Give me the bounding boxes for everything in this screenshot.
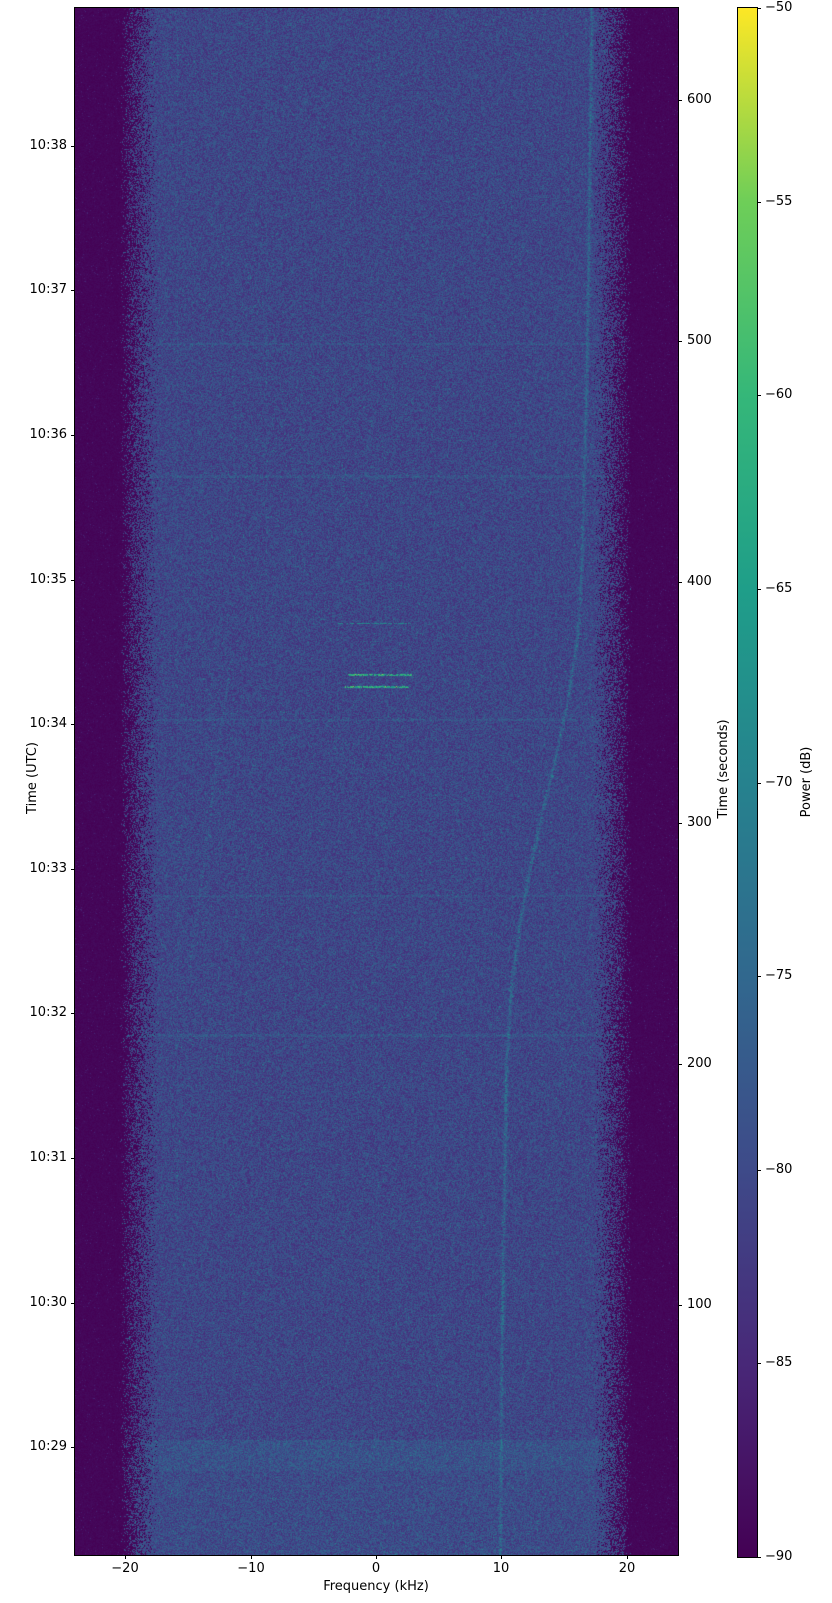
y-left-tick xyxy=(71,1158,75,1159)
x-tick-label: −20 xyxy=(111,1561,139,1576)
y-left-tick xyxy=(71,869,75,870)
y-left-tick-label: 10:35 xyxy=(29,572,67,587)
y-right-tick-label: 600 xyxy=(687,92,712,107)
x-tick xyxy=(251,1555,252,1559)
colorbar xyxy=(737,7,758,1558)
x-tick xyxy=(376,1555,377,1559)
y-left-tick-label: 10:34 xyxy=(29,716,67,731)
colorbar-tick-label: −90 xyxy=(765,1549,793,1564)
colorbar-tick xyxy=(757,783,761,784)
x-tick xyxy=(627,1555,628,1559)
colorbar-tick-label: −50 xyxy=(765,0,793,15)
colorbar-tick-label: −85 xyxy=(765,1355,793,1370)
y-right-tick xyxy=(678,823,682,824)
y-left-tick-label: 10:29 xyxy=(29,1439,67,1454)
y-right-tick xyxy=(678,341,682,342)
colorbar-title: Power (dB) xyxy=(799,746,814,818)
y-right-tick-label: 200 xyxy=(687,1056,712,1071)
y-right-tick-label: 300 xyxy=(687,815,712,830)
y-left-tick-label: 10:30 xyxy=(29,1295,67,1310)
colorbar-tick xyxy=(757,8,761,9)
y-left-tick xyxy=(71,1303,75,1304)
colorbar-tick-label: −80 xyxy=(765,1162,793,1177)
spectrogram-canvas xyxy=(75,8,678,1555)
y-left-tick xyxy=(71,580,75,581)
spectrogram-plot-area xyxy=(74,7,679,1556)
y-right-tick xyxy=(678,1305,682,1306)
y-axis-left-title: Time (UTC) xyxy=(25,742,40,814)
y-left-tick xyxy=(71,290,75,291)
x-tick xyxy=(125,1555,126,1559)
y-right-tick xyxy=(678,100,682,101)
colorbar-tick xyxy=(757,1557,761,1558)
y-left-tick-label: 10:31 xyxy=(29,1150,67,1165)
y-left-tick-label: 10:33 xyxy=(29,861,67,876)
y-right-tick-label: 100 xyxy=(687,1297,712,1312)
y-right-tick xyxy=(678,1064,682,1065)
colorbar-tick xyxy=(757,976,761,977)
colorbar-tick-label: −75 xyxy=(765,968,793,983)
y-left-tick xyxy=(71,1447,75,1448)
x-tick xyxy=(501,1555,502,1559)
x-axis-title: Frequency (kHz) xyxy=(323,1579,429,1594)
colorbar-tick-label: −55 xyxy=(765,194,793,209)
colorbar-tick xyxy=(757,589,761,590)
y-left-tick xyxy=(71,1013,75,1014)
y-left-tick-label: 10:38 xyxy=(29,138,67,153)
y-left-tick-label: 10:36 xyxy=(29,427,67,442)
y-left-tick-label: 10:37 xyxy=(29,282,67,297)
y-axis-right-title: Time (seconds) xyxy=(716,719,731,819)
colorbar-tick xyxy=(757,1363,761,1364)
x-tick-label: 20 xyxy=(618,1561,636,1576)
y-left-tick xyxy=(71,146,75,147)
x-tick-label: −10 xyxy=(237,1561,265,1576)
colorbar-tick xyxy=(757,1170,761,1171)
y-left-tick xyxy=(71,435,75,436)
y-right-tick xyxy=(678,582,682,583)
colorbar-tick xyxy=(757,202,761,203)
y-right-tick-label: 400 xyxy=(687,574,712,589)
y-right-tick-label: 500 xyxy=(687,333,712,348)
y-left-tick xyxy=(71,724,75,725)
x-tick-label: 0 xyxy=(371,1561,381,1576)
colorbar-tick-label: −60 xyxy=(765,387,793,402)
colorbar-tick xyxy=(757,395,761,396)
colorbar-tick-label: −70 xyxy=(765,775,793,790)
x-tick-label: 10 xyxy=(492,1561,510,1576)
y-left-tick-label: 10:32 xyxy=(29,1005,67,1020)
colorbar-tick-label: −65 xyxy=(765,581,793,596)
